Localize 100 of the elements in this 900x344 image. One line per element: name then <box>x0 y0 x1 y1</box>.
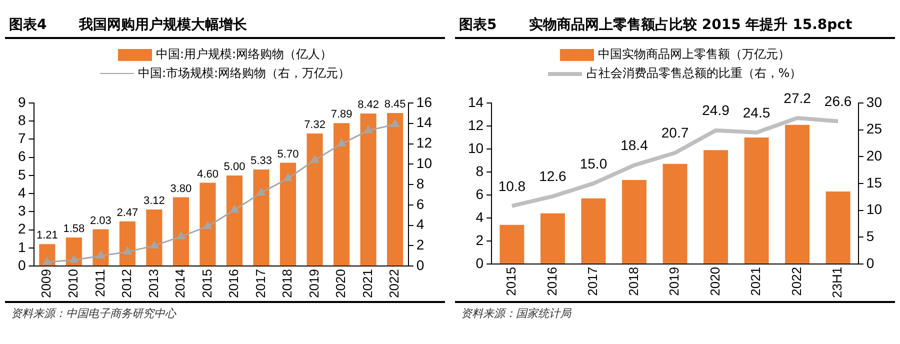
y-tick-label: 10 <box>468 140 484 156</box>
y2-tick-label: 8 <box>416 175 424 192</box>
text: 资料来源：国家统计局 <box>455 301 895 324</box>
y-tick-label: 1 <box>18 238 26 255</box>
bar <box>360 114 376 266</box>
data-label: 1.58 <box>63 222 85 235</box>
x-tick-label: 2016 <box>544 266 560 296</box>
legend-label: 中国:用户规模:网络购物（亿人） <box>156 46 332 63</box>
x-tick-label: 2010 <box>66 269 81 298</box>
point <box>42 257 52 265</box>
bar <box>622 180 646 264</box>
y2-tick-label: 10 <box>416 155 432 172</box>
data-label: 7.32 <box>304 118 326 131</box>
bar <box>200 182 216 266</box>
y2-tick-label: 6 <box>416 196 424 212</box>
x-tick-label: 2018 <box>626 266 641 296</box>
data-label: 3.80 <box>170 182 192 195</box>
data-label: 5.70 <box>277 148 299 160</box>
bar <box>704 150 728 264</box>
bar <box>306 133 323 266</box>
bar <box>826 192 850 264</box>
y2-tick-label: 20 <box>866 148 882 164</box>
bar <box>119 221 136 266</box>
x-tick-label: 2013 <box>146 269 161 298</box>
y2-tick-label: 15 <box>866 174 882 190</box>
y2-tick-label: 10 <box>866 201 882 218</box>
point <box>96 251 105 259</box>
data-label: 8.45 <box>384 98 406 110</box>
x-tick-label: 2017 <box>252 269 268 298</box>
x-tick-label: 2014 <box>172 269 188 298</box>
bar <box>146 210 162 266</box>
y2-tick-label: 2 <box>416 236 424 253</box>
point <box>284 174 292 182</box>
x-tick-label: 2018 <box>280 269 295 298</box>
x-tick-label: 23H1 <box>830 266 845 298</box>
chart-title: 图表4 <box>8 16 48 34</box>
y-tick-label: 7 <box>18 130 26 146</box>
y2-tick-label: 0 <box>866 254 874 271</box>
chart-title: 图表5 <box>458 16 498 34</box>
y-tick-label: 2 <box>476 232 484 248</box>
point <box>70 255 78 263</box>
data-label: 3.12 <box>143 195 165 208</box>
point <box>123 247 132 255</box>
point <box>150 240 158 248</box>
data-label: 5.00 <box>224 161 246 174</box>
y-tick-label: 6 <box>18 148 26 164</box>
x-tick-label: 2020 <box>707 266 722 296</box>
data-label: 20.7 <box>661 124 689 141</box>
y-tick-label: 0 <box>476 254 484 271</box>
legend-label: 中国:市场规模:网络购物（右，万亿元） <box>138 65 350 82</box>
bar <box>226 175 243 266</box>
point <box>230 205 239 213</box>
x-tick-label: 2022 <box>386 269 402 298</box>
x-tick-label: 2015 <box>199 269 214 298</box>
data-label: 1.21 <box>36 230 58 242</box>
x-tick-label: 2020 <box>333 269 348 298</box>
point <box>310 155 319 163</box>
x-tick-label: 2017 <box>585 266 600 296</box>
y2-tick-label: 25 <box>866 120 882 137</box>
bar <box>785 124 810 264</box>
point <box>257 188 266 196</box>
point <box>176 232 186 240</box>
y2-tick-label: 5 <box>866 228 874 244</box>
data-label: 24.9 <box>702 102 730 118</box>
y2-tick-label: 0 <box>416 256 424 273</box>
data-label: 8.42 <box>358 99 379 112</box>
point <box>337 139 346 147</box>
data-label: 10.8 <box>498 178 526 194</box>
x-tick-label: 2019 <box>306 269 322 298</box>
text: 资料来源：中国电子商务研究中心 <box>5 301 445 324</box>
point <box>204 222 212 230</box>
bar <box>387 112 404 266</box>
bar <box>92 229 109 266</box>
x-tick-label: 2021 <box>360 269 375 298</box>
bar <box>662 164 688 264</box>
data-label: 18.4 <box>620 137 648 154</box>
bar <box>334 123 350 266</box>
x-tick-label: 2021 <box>748 266 764 296</box>
y-tick-label: 2 <box>18 220 26 237</box>
y-tick-label: 0 <box>18 256 26 273</box>
x-tick-label: 2022 <box>788 266 804 296</box>
y-tick-label: 4 <box>476 208 484 225</box>
bar <box>500 224 524 264</box>
data-label: 12.6 <box>539 168 567 184</box>
y-tick-label: 8 <box>18 112 26 128</box>
bar <box>581 198 606 264</box>
point <box>364 126 372 134</box>
x-tick-label: 2016 <box>226 269 242 298</box>
y2-tick-label: 30 <box>866 94 882 110</box>
data-label: 5.33 <box>250 155 272 168</box>
y2-tick-label: 12 <box>416 134 432 151</box>
y-tick-label: 9 <box>18 94 26 110</box>
bar <box>172 197 189 266</box>
bar <box>253 170 270 266</box>
data-label: 27.2 <box>784 90 812 106</box>
data-label: 26.6 <box>824 93 852 110</box>
bar <box>540 213 565 264</box>
x-tick-label: 2011 <box>92 269 108 298</box>
y2-tick-label: 14 <box>416 114 432 130</box>
data-label: 7.89 <box>330 108 352 121</box>
